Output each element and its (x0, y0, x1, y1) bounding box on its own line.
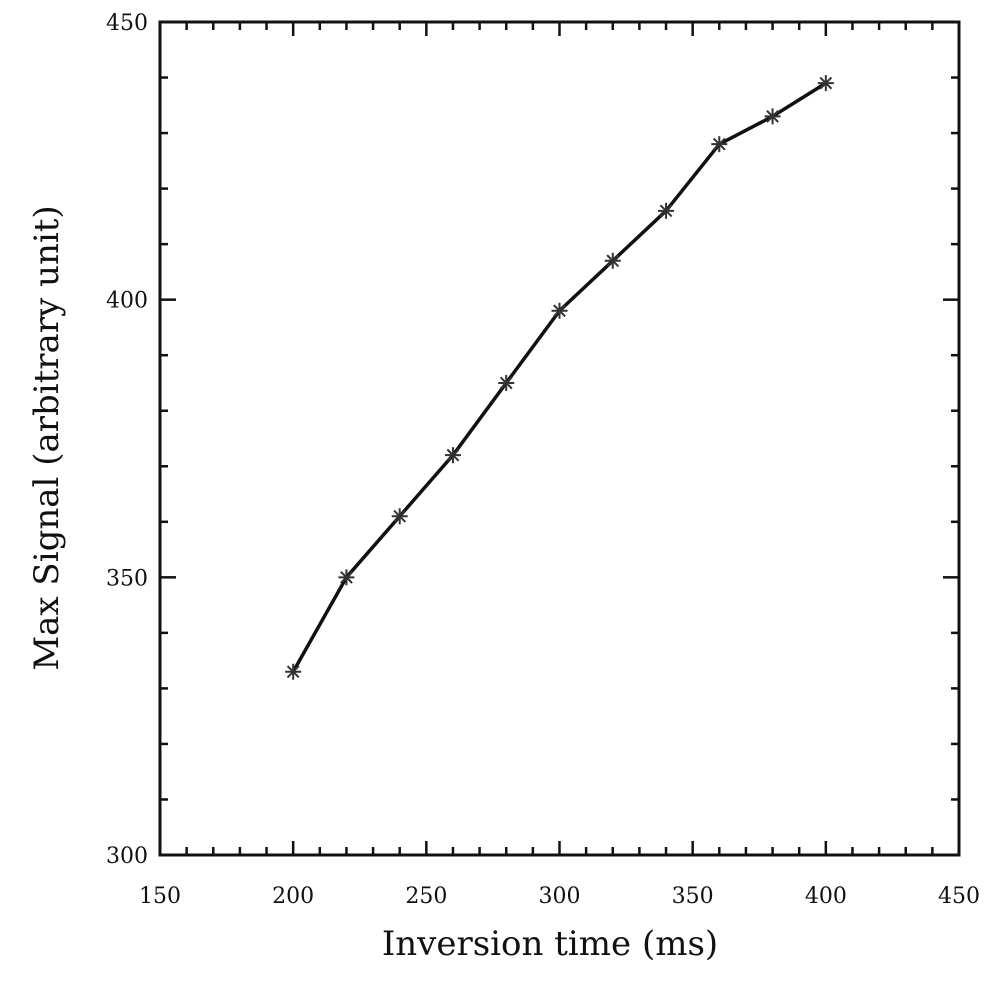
y-axis-ticks (160, 20, 959, 857)
series-group (285, 75, 834, 680)
y-tick-label: 400 (106, 289, 148, 314)
data-point-marker (338, 569, 355, 586)
data-point-marker (444, 447, 461, 464)
y-tick-label: 300 (106, 844, 148, 869)
x-tick-label: 450 (938, 884, 980, 909)
data-point-marker (498, 374, 515, 391)
x-tick-label: 350 (672, 884, 714, 909)
plot-frame (158, 20, 961, 857)
x-tick-label: 150 (139, 884, 181, 909)
x-tick-label: 300 (539, 884, 581, 909)
y-tick-label: 450 (106, 11, 148, 36)
x-tick-label: 400 (805, 884, 847, 909)
y-axis-title: Max Signal (arbitrary unit) (27, 205, 67, 670)
y-tick-label: 350 (106, 566, 148, 591)
data-point-marker (817, 75, 834, 92)
x-axis-title: Inversion time (ms) (382, 924, 718, 964)
data-point-marker (285, 663, 302, 680)
x-axis-tick-labels: 150 200 250 300 350 400 450 (139, 884, 980, 909)
series-line (291, 81, 827, 673)
data-point-marker (604, 252, 621, 269)
data-point-marker (551, 302, 568, 319)
x-tick-label: 250 (405, 884, 447, 909)
data-point-marker (764, 108, 781, 125)
y-axis-tick-labels: 300 350 400 450 (106, 11, 148, 869)
x-tick-label: 200 (272, 884, 314, 909)
x-axis-ticks (158, 22, 961, 855)
data-point-marker (711, 136, 728, 153)
data-point-marker (391, 508, 408, 525)
data-point-marker (658, 202, 675, 219)
